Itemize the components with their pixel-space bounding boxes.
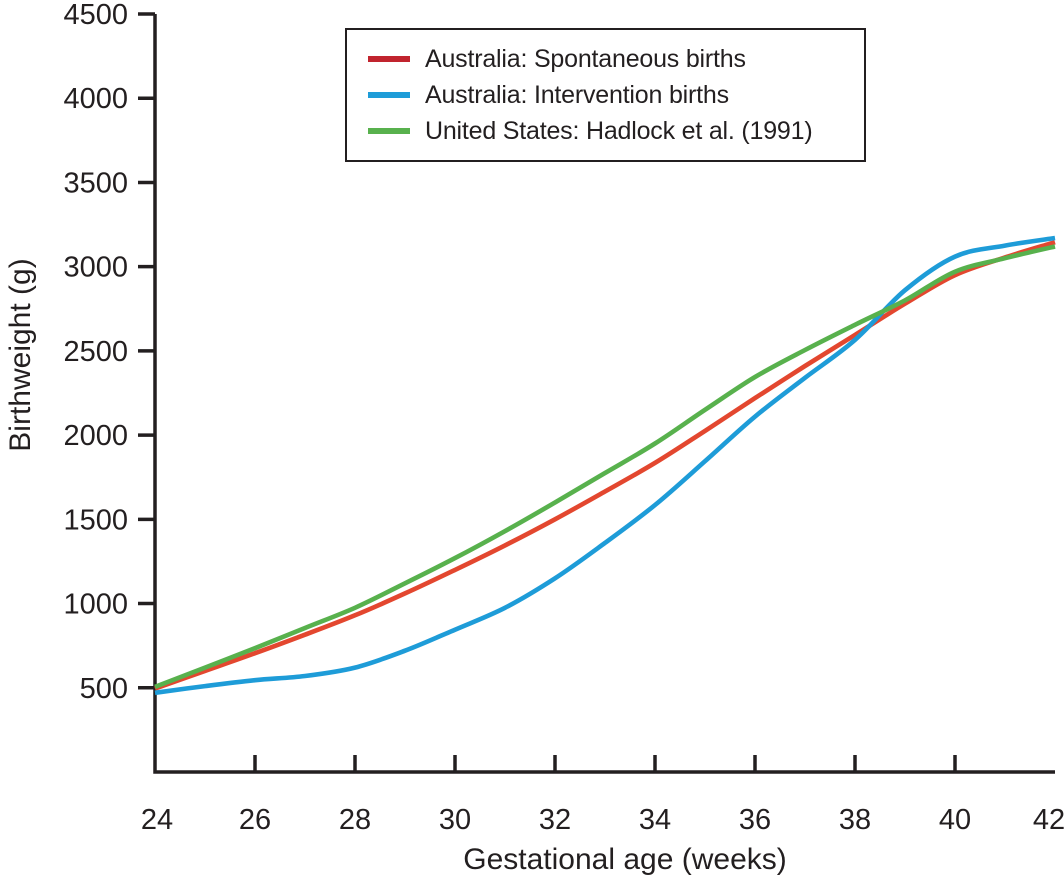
x-tick-label: 38 [839, 804, 871, 836]
legend-swatch-icon [368, 56, 410, 62]
y-tick-label: 500 [80, 673, 128, 705]
series-line-australia-spontaneous-births [154, 240, 1056, 691]
y-tick-label: 2500 [63, 336, 128, 368]
x-tick-label: 34 [639, 804, 671, 836]
y-tick-label: 2000 [63, 420, 128, 452]
legend-item: Australia: Intervention births [368, 77, 854, 113]
y-tick-label: 1000 [63, 589, 128, 621]
x-tick-label: 32 [539, 804, 571, 836]
x-tick-label: 30 [439, 804, 471, 836]
x-tick-label: 24 [141, 804, 173, 836]
legend-label: Australia: Intervention births [425, 80, 729, 109]
legend-item: United States: Hadlock et al. (1991) [368, 113, 854, 149]
axes-layer: 500 1000 1500 2000 2500 3000 3500 4000 4500 24 26 2… [63, 0, 1064, 836]
x-tick-label: 26 [239, 804, 271, 836]
y-tick-label: 3500 [63, 167, 128, 199]
legend-item: Australia: Spontaneous births [368, 41, 854, 77]
x-tick-label: 40 [939, 804, 971, 836]
series-layer [154, 235, 1056, 696]
legend: Australia: Spontaneous births Australia: … [345, 28, 866, 162]
legend-swatch-icon [368, 92, 410, 98]
x-tick-label: 42 [1033, 804, 1064, 836]
legend-swatch-icon [368, 128, 410, 134]
legend-label: United States: Hadlock et al. (1991) [425, 116, 813, 145]
y-tick-label: 1500 [63, 504, 128, 536]
series-line-australia-intervention-births [154, 235, 1056, 696]
x-tick-label: 36 [739, 804, 771, 836]
legend-label: Australia: Spontaneous births [425, 44, 746, 73]
series-line-united-states-hadlock-et-al-1991 [154, 244, 1056, 690]
x-axis-title: Gestational age (weeks) [463, 843, 787, 876]
x-tick-label: 28 [339, 804, 371, 836]
y-tick-label: 4500 [63, 0, 128, 31]
y-tick-label: 3000 [63, 252, 128, 284]
y-tick-label: 4000 [63, 83, 128, 115]
y-axis-title: Birthweight (g) [4, 258, 37, 451]
